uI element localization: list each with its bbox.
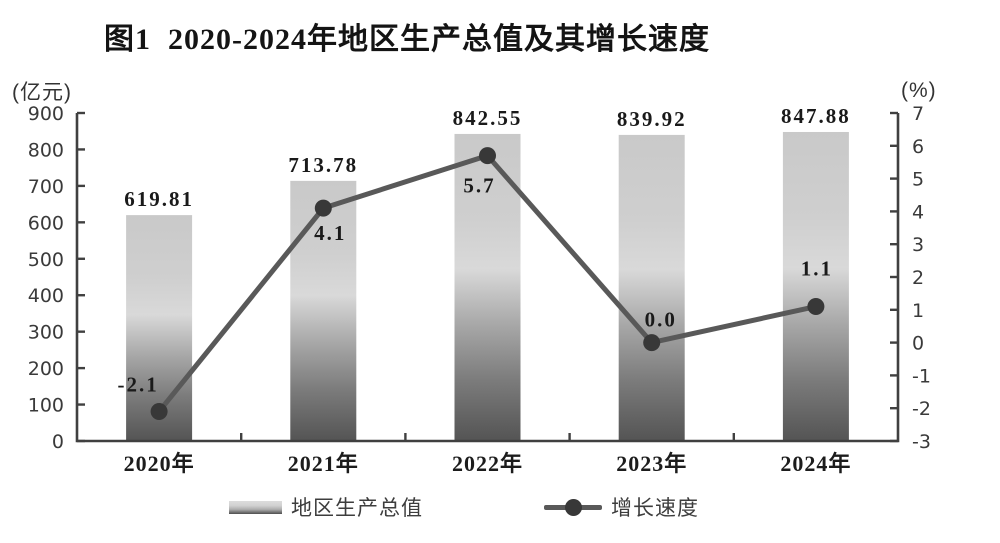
x-axis-category-label: 2021年: [288, 451, 359, 476]
legend-item-growth: 增长速度: [544, 496, 699, 520]
growth-point-2024年: [807, 298, 825, 316]
left-axis-tick-label: 800: [28, 139, 64, 161]
gdp-bar-value-label: 619.81: [124, 187, 194, 211]
right-axis-tick-label: -3: [912, 431, 931, 453]
right-axis-tick-label: -1: [912, 365, 931, 387]
growth-point-value-label: -2.1: [117, 372, 158, 396]
left-axis-tick-label: 600: [28, 212, 64, 234]
x-axis-category-label: 2024年: [780, 451, 851, 476]
gdp-bar-value-label: 713.78: [288, 153, 358, 177]
growth-point-value-label: 4.1: [314, 221, 346, 245]
right-axis-tick-label: 3: [912, 234, 924, 256]
right-axis-tick-label: 2: [912, 267, 924, 289]
legend-item-gdp: 地区生产总值: [229, 496, 423, 520]
x-axis-category-label: 2023年: [616, 451, 687, 476]
growth-point-2022年: [479, 147, 496, 165]
gdp-bar-swatch: [229, 500, 282, 514]
right-axis-tick-label: -2: [912, 398, 931, 420]
gdp-bar-2021年: [290, 180, 357, 441]
growth-line-swatch: [544, 498, 602, 516]
right-axis-tick-label: 1: [912, 300, 924, 322]
left-axis-tick-label: 0: [52, 431, 64, 453]
right-axis-tick-label: 5: [912, 169, 924, 191]
right-axis-tick-label: 4: [912, 201, 924, 223]
right-axis-tick-label: 7: [912, 103, 924, 125]
gdp-bar-value-label: 847.88: [781, 104, 851, 128]
left-axis-tick-label: 300: [28, 322, 64, 344]
legend-growth-label: 增长速度: [611, 497, 699, 520]
right-axis-tick-label: 6: [912, 136, 924, 158]
x-axis-category-label: 2020年: [124, 451, 195, 476]
growth-line-dot-icon: [565, 499, 582, 516]
left-axis-tick-label: 100: [28, 395, 64, 417]
gdp-bar-2024年: [782, 131, 849, 441]
gdp-bar-2022年: [454, 133, 521, 442]
chart-title: 图1 2020-2024年地区生产总值及其增长速度: [104, 23, 710, 56]
growth-point-value-label: 1.1: [801, 257, 833, 281]
right-axis-tick-label: 0: [912, 333, 924, 355]
growth-point-2021年: [314, 199, 332, 217]
gdp-bar-value-label: 839.92: [617, 107, 687, 131]
left-axis-tick-label: 700: [28, 176, 64, 198]
left-axis-tick-label: 200: [28, 358, 64, 380]
left-axis-tick-label: 500: [28, 249, 64, 271]
growth-point-2020年: [150, 402, 168, 420]
growth-point-value-label: 0.0: [645, 308, 677, 332]
legend-gdp-label: 地区生产总值: [291, 497, 423, 520]
gdp-bar-2023年: [618, 134, 685, 442]
growth-point-2023年: [643, 334, 661, 352]
growth-point-value-label: 5.7: [463, 174, 495, 198]
x-axis-category-label: 2022年: [452, 451, 523, 476]
left-axis-tick-label: 900: [28, 103, 64, 125]
right-axis-unit-label: (%): [901, 79, 937, 102]
gdp-bar-value-label: 842.55: [453, 106, 523, 130]
left-axis-tick-label: 400: [28, 285, 64, 307]
left-axis-unit-label: (亿元): [12, 81, 72, 104]
